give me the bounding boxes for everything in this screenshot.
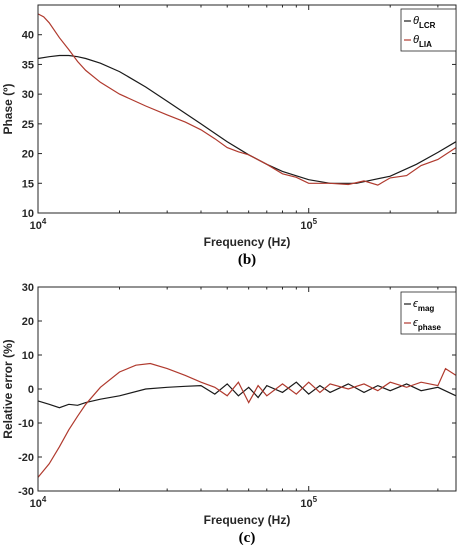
y-tick-label: 35 — [22, 59, 34, 71]
x-tick-label: 104 — [30, 495, 47, 510]
y-tick-label: 0 — [28, 384, 34, 396]
legend-label: ϵmag — [413, 298, 434, 313]
y-tick-label: 25 — [22, 119, 34, 131]
x-axis-label: Frequency (Hz) — [204, 513, 291, 527]
legend-label: ϵphase — [413, 317, 442, 332]
series-line-mag — [37, 381, 457, 409]
y-tick-label: 15 — [22, 178, 34, 190]
legend-box — [400, 8, 457, 52]
chart-relative-error: -30 -20 -10 0 10 20 30 104 105 ϵmag ϵphase Freque… — [1, 282, 457, 546]
legend-box — [400, 291, 457, 335]
series-line-lia — [37, 13, 457, 186]
x-tick-label: 105 — [300, 495, 317, 510]
plot-frame — [37, 4, 457, 214]
series-line-phase — [37, 362, 457, 478]
legend-label: θLIA — [413, 34, 432, 49]
y-tick-label: 20 — [22, 316, 34, 328]
y-tick-label: 20 — [22, 149, 34, 161]
x-tick-label: 104 — [30, 217, 47, 232]
y-tick-label: -10 — [18, 418, 34, 430]
y-tick-label: -20 — [18, 452, 34, 464]
y-axis-label: Phase (º) — [1, 83, 15, 134]
y-tick-label: 10 — [22, 350, 34, 362]
y-axis-label: Relative error (%) — [1, 339, 15, 438]
series-line-lcr — [37, 54, 457, 184]
legend-label: θLCR — [413, 15, 436, 30]
x-axis-label: Frequency (Hz) — [204, 235, 291, 249]
figure-caption: (b) — [238, 252, 256, 268]
figure-caption: (c) — [239, 530, 256, 546]
x-tick-label: 105 — [300, 217, 317, 232]
y-tick-label: 30 — [22, 282, 34, 294]
y-tick-label: 10 — [22, 208, 34, 220]
chart-phase: 10 15 20 25 30 35 40 104 105 θLCR θLIA Frequency … — [1, 4, 457, 268]
y-tick-label: 30 — [22, 89, 34, 101]
y-tick-label: 40 — [22, 30, 34, 42]
y-tick-label: -30 — [18, 486, 34, 498]
